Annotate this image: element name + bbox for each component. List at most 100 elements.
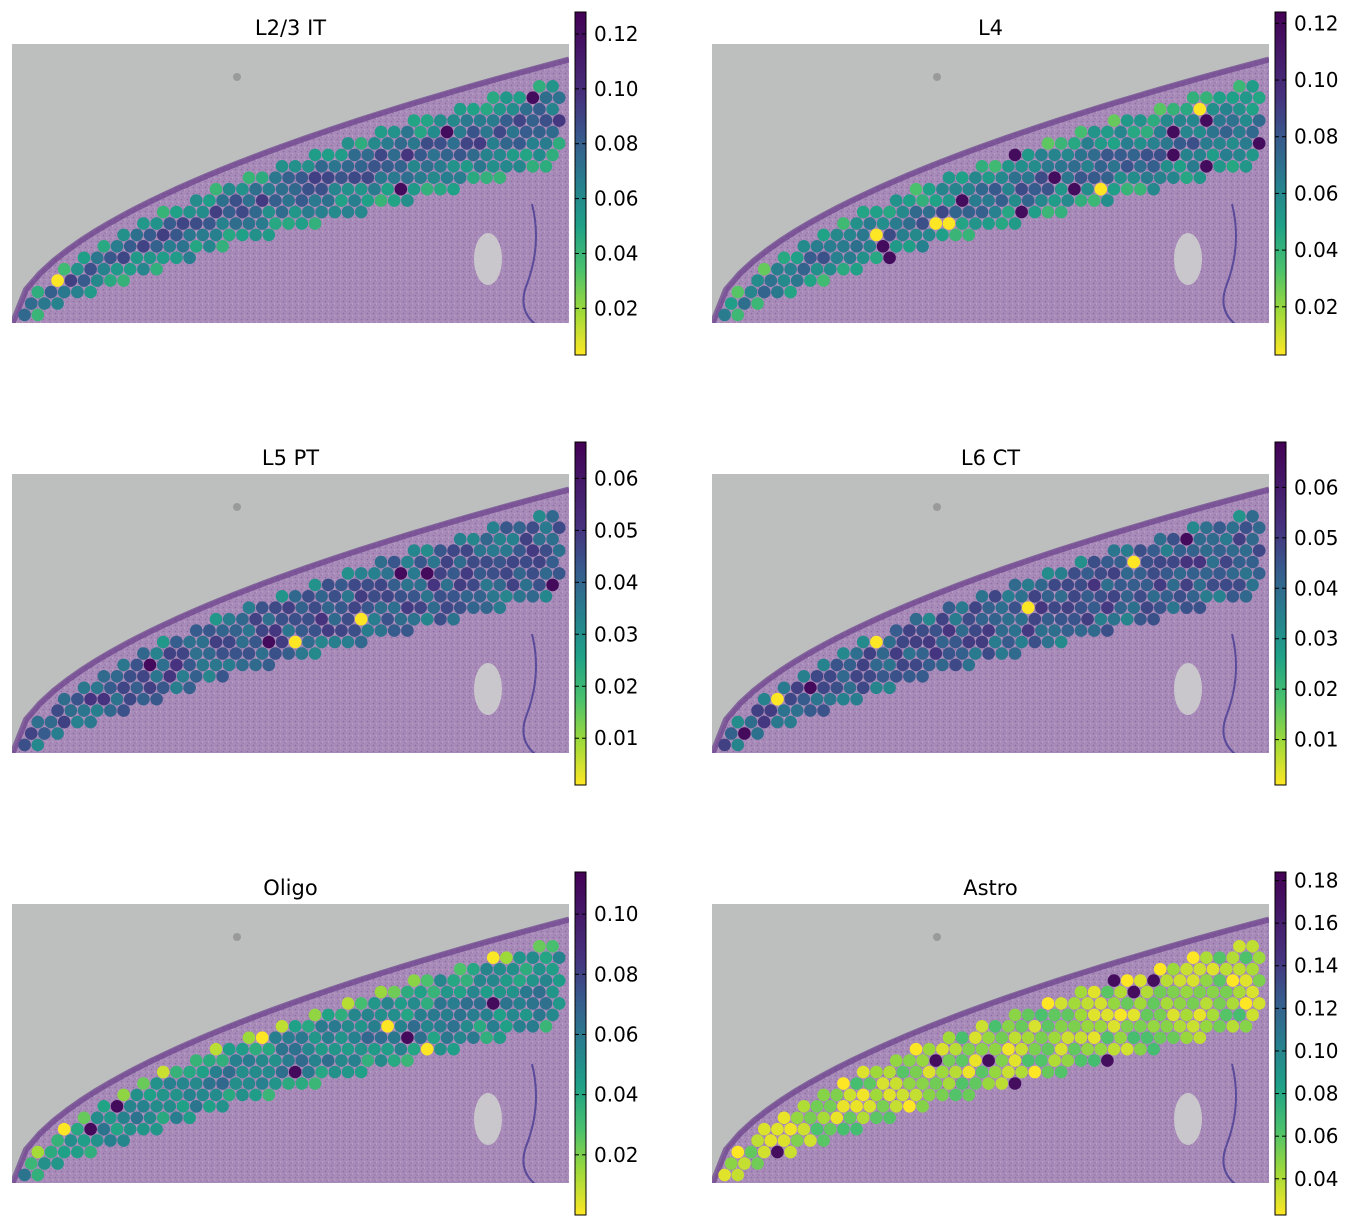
spot	[486, 974, 500, 987]
spot	[414, 1008, 427, 1022]
spot	[387, 555, 401, 569]
spot	[1008, 1031, 1022, 1044]
spot	[1074, 985, 1088, 999]
spot	[1048, 1031, 1061, 1044]
spot	[394, 997, 408, 1010]
spot	[493, 532, 507, 546]
spot	[420, 1042, 434, 1056]
spot	[196, 658, 210, 672]
spot	[1094, 590, 1108, 603]
spot	[97, 1100, 111, 1113]
spot	[856, 251, 870, 265]
colorbar: 0.040.060.080.100.120.140.160.18	[1274, 869, 1339, 1216]
spot	[1061, 171, 1075, 184]
spot	[1002, 182, 1015, 196]
spot	[24, 297, 38, 310]
spot	[1041, 567, 1055, 580]
spot	[546, 940, 559, 953]
spot	[1180, 555, 1193, 569]
spot	[480, 555, 493, 569]
spot	[321, 194, 335, 207]
spot	[71, 1145, 84, 1159]
spot	[1219, 555, 1233, 569]
spot	[1134, 114, 1147, 127]
colorbar-tick-label: 0.02	[1294, 295, 1339, 319]
spot	[407, 974, 421, 987]
spot	[407, 544, 421, 557]
spot	[962, 1065, 976, 1079]
spot	[1246, 532, 1259, 546]
spot	[453, 1008, 467, 1022]
spot	[1252, 974, 1266, 987]
colorbar-gradient	[1274, 441, 1287, 786]
spot	[1134, 590, 1147, 603]
colorbar: 0.010.020.030.040.050.06	[574, 441, 639, 786]
spot	[1035, 1054, 1048, 1067]
spot	[374, 148, 388, 162]
spot	[288, 635, 302, 649]
spot	[777, 274, 791, 287]
spot	[757, 285, 771, 299]
spot	[526, 951, 540, 964]
spot	[1213, 544, 1226, 557]
spot	[850, 670, 863, 683]
spot	[810, 1122, 824, 1136]
spot	[533, 940, 546, 953]
spot	[850, 262, 863, 276]
spot	[282, 601, 295, 614]
spot	[354, 635, 368, 649]
spot	[150, 1077, 163, 1090]
spot	[117, 658, 130, 672]
spot	[1186, 544, 1200, 557]
spot	[823, 670, 837, 683]
spot	[850, 692, 863, 706]
colorbar-tick-label: 0.05	[1294, 526, 1339, 550]
panel-l5-pt: L5 PT0.010.020.030.040.050.06	[12, 441, 639, 786]
spot	[242, 1077, 256, 1090]
spot	[1233, 125, 1246, 139]
spot	[387, 125, 401, 139]
spot	[1167, 601, 1180, 614]
spot	[1246, 962, 1259, 976]
spot	[1002, 160, 1015, 173]
spot	[1134, 612, 1147, 626]
spot	[863, 1100, 877, 1113]
spot	[414, 1031, 427, 1044]
spot	[31, 1145, 45, 1159]
spot	[394, 1020, 408, 1033]
spot	[374, 555, 388, 569]
spot	[1107, 182, 1121, 196]
spot	[546, 80, 559, 93]
spot	[1101, 624, 1114, 637]
spot	[1219, 578, 1233, 592]
spot	[1041, 1020, 1055, 1033]
spots	[18, 510, 566, 752]
spot	[790, 1111, 804, 1125]
spot	[354, 590, 368, 603]
colorbar-tick-label: 0.06	[594, 466, 639, 490]
spot	[262, 658, 276, 672]
spot	[123, 1100, 137, 1113]
spot	[784, 262, 797, 276]
spot	[889, 647, 903, 660]
spot	[1008, 578, 1022, 592]
spot	[533, 532, 546, 546]
spot	[797, 240, 811, 253]
spot	[473, 160, 487, 173]
spot	[176, 1077, 190, 1090]
spot	[156, 1065, 170, 1079]
spot	[117, 1134, 130, 1147]
spot	[757, 1145, 771, 1159]
spot	[374, 194, 388, 207]
spot	[1167, 532, 1180, 546]
spot	[1081, 567, 1094, 580]
spot	[731, 1145, 745, 1159]
spot	[203, 240, 216, 253]
spot	[1035, 194, 1048, 207]
spot	[1120, 590, 1134, 603]
spot	[1153, 601, 1167, 614]
colorbar-tick-label: 0.02	[594, 674, 639, 698]
spot	[328, 612, 342, 626]
spot	[823, 692, 837, 706]
spot	[731, 308, 745, 322]
